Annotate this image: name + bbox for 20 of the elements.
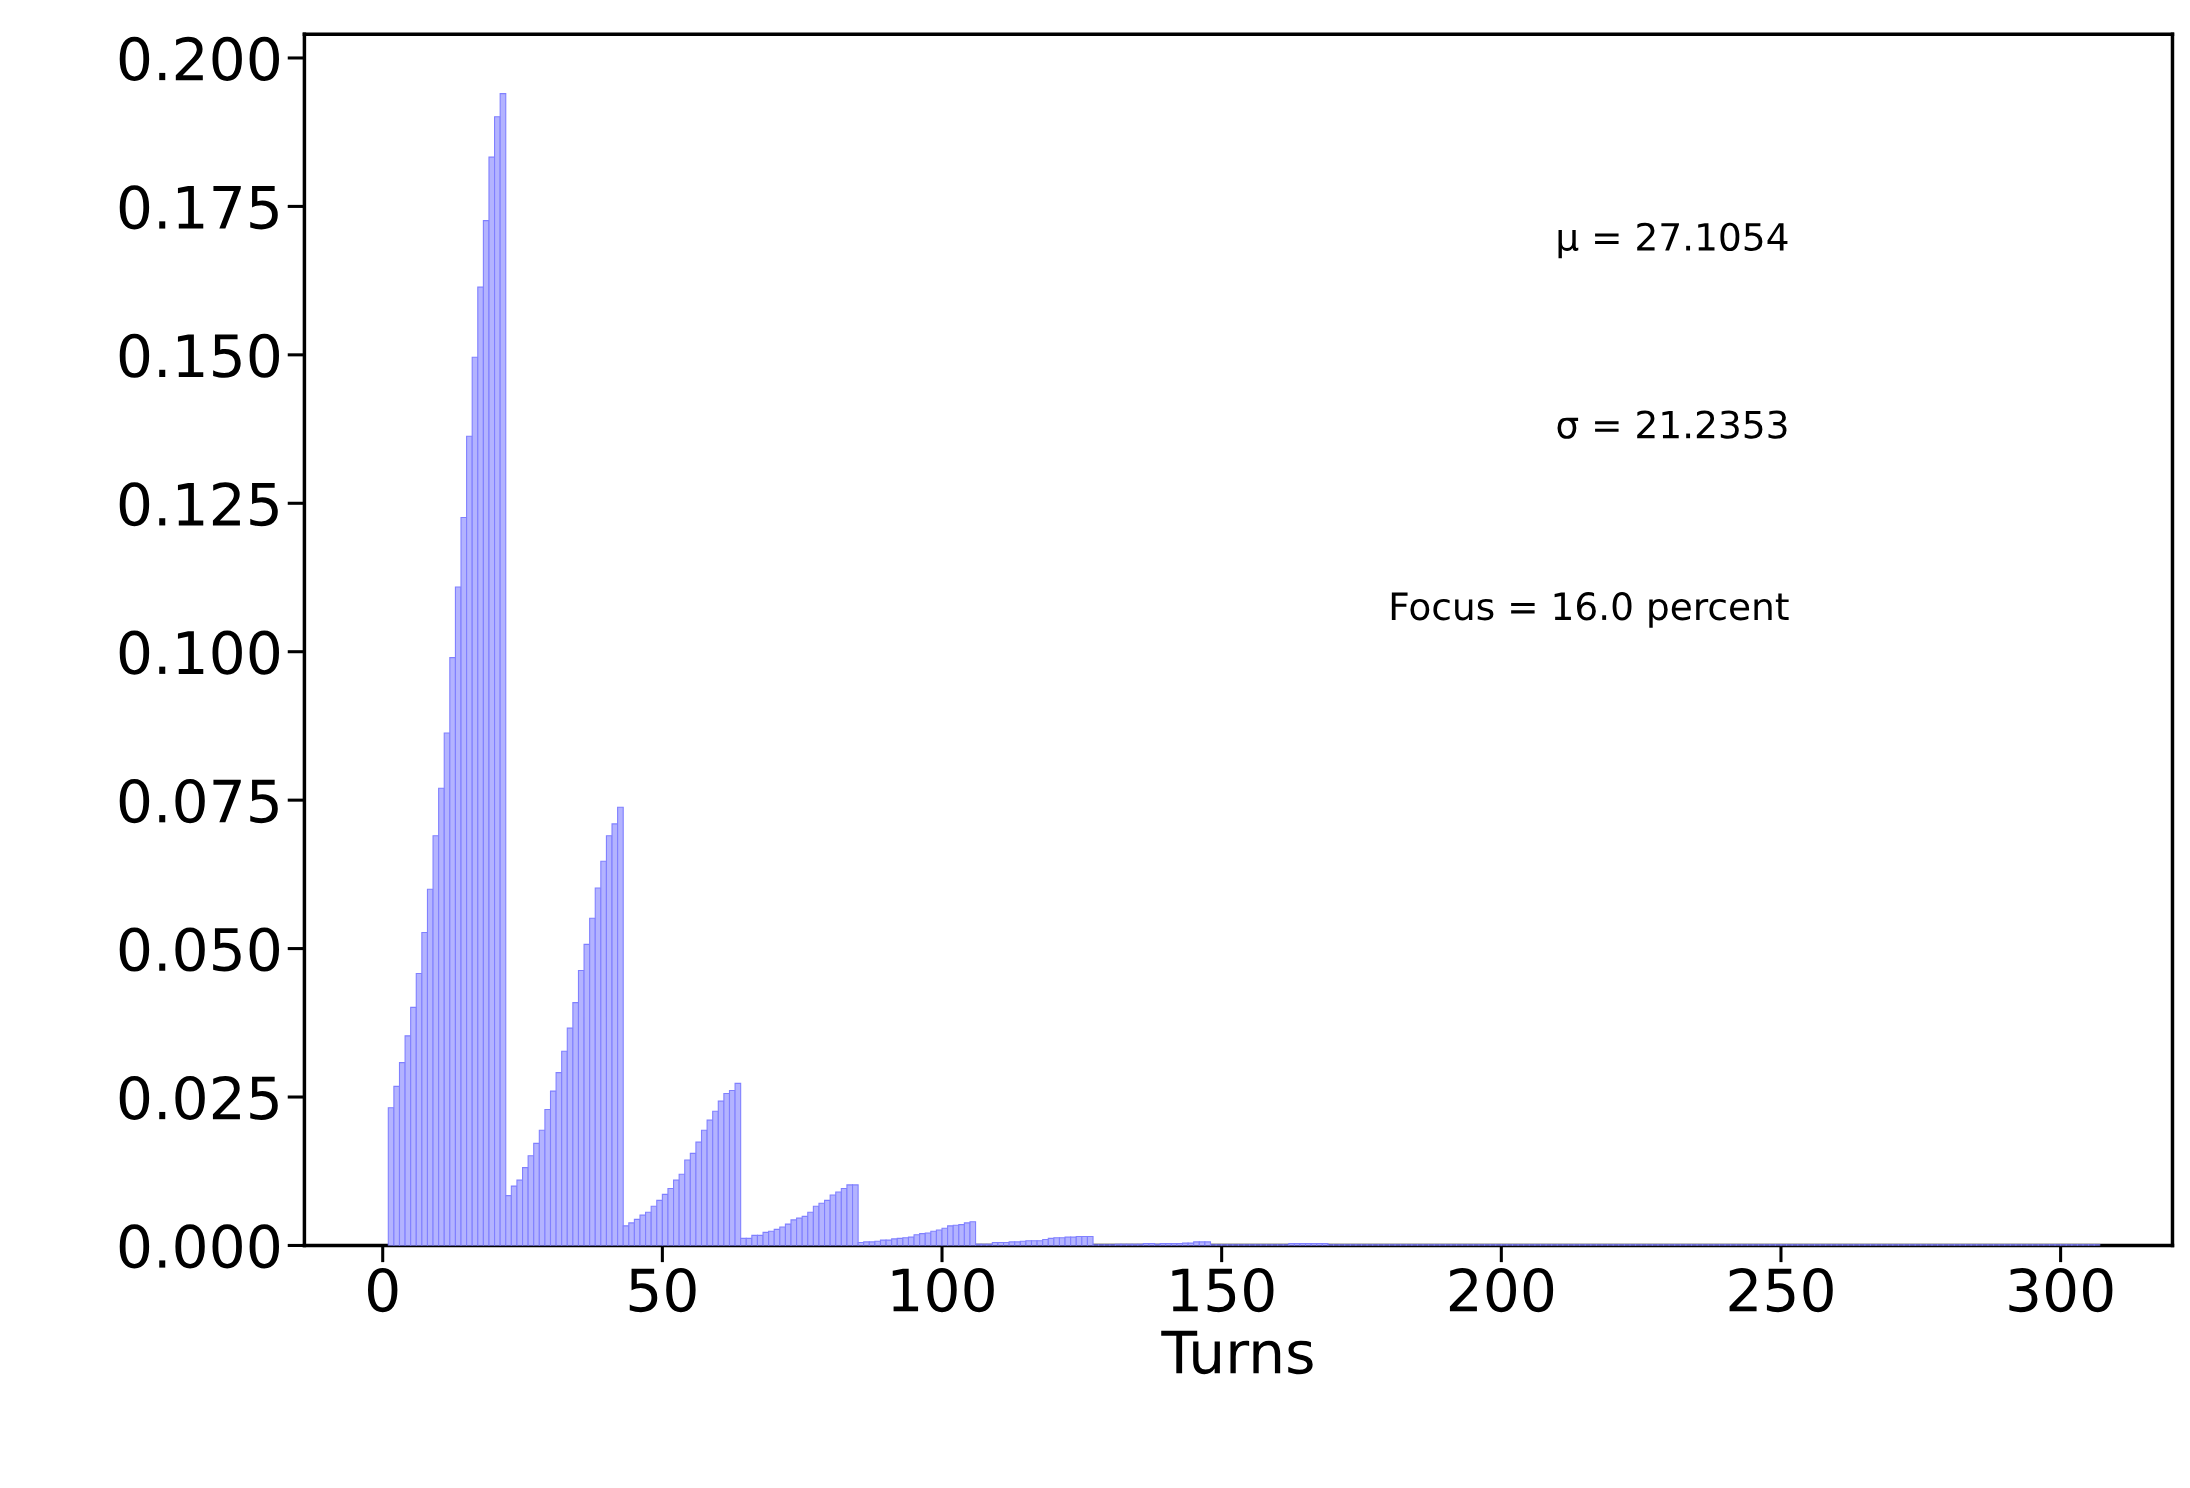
x-tick-label: 150	[1172, 1268, 1274, 1313]
x-tick-label: 200	[1449, 1268, 1554, 1313]
y-tick-label: 0.100	[119, 630, 280, 675]
annotation: Focus = 16.0 percent	[1391, 592, 1789, 628]
y-tick-label: 0.150	[119, 333, 280, 378]
x-tick-label: 50	[629, 1268, 696, 1313]
annotation: σ = 21.2353	[1557, 410, 1787, 439]
x-axis-title: Turns	[1161, 1330, 1313, 1375]
y-tick-label: 0.000	[119, 1224, 280, 1269]
y-tick-label: 0.025	[119, 1075, 278, 1121]
annotation: μ = 27.1054	[1558, 222, 1788, 259]
x-tick-label: 250	[1729, 1268, 1833, 1313]
x-tick-label: 300	[2009, 1268, 2113, 1313]
x-tick-label: 100	[892, 1268, 994, 1313]
x-tick-label: 0	[368, 1268, 398, 1313]
y-tick-label: 0.050	[119, 927, 280, 972]
y-tick-label: 0.200	[119, 36, 280, 81]
y-tick-label: 0.125	[119, 482, 278, 527]
y-tick-label: 0.175	[119, 185, 278, 230]
y-tick-label: 0.075	[119, 779, 278, 824]
